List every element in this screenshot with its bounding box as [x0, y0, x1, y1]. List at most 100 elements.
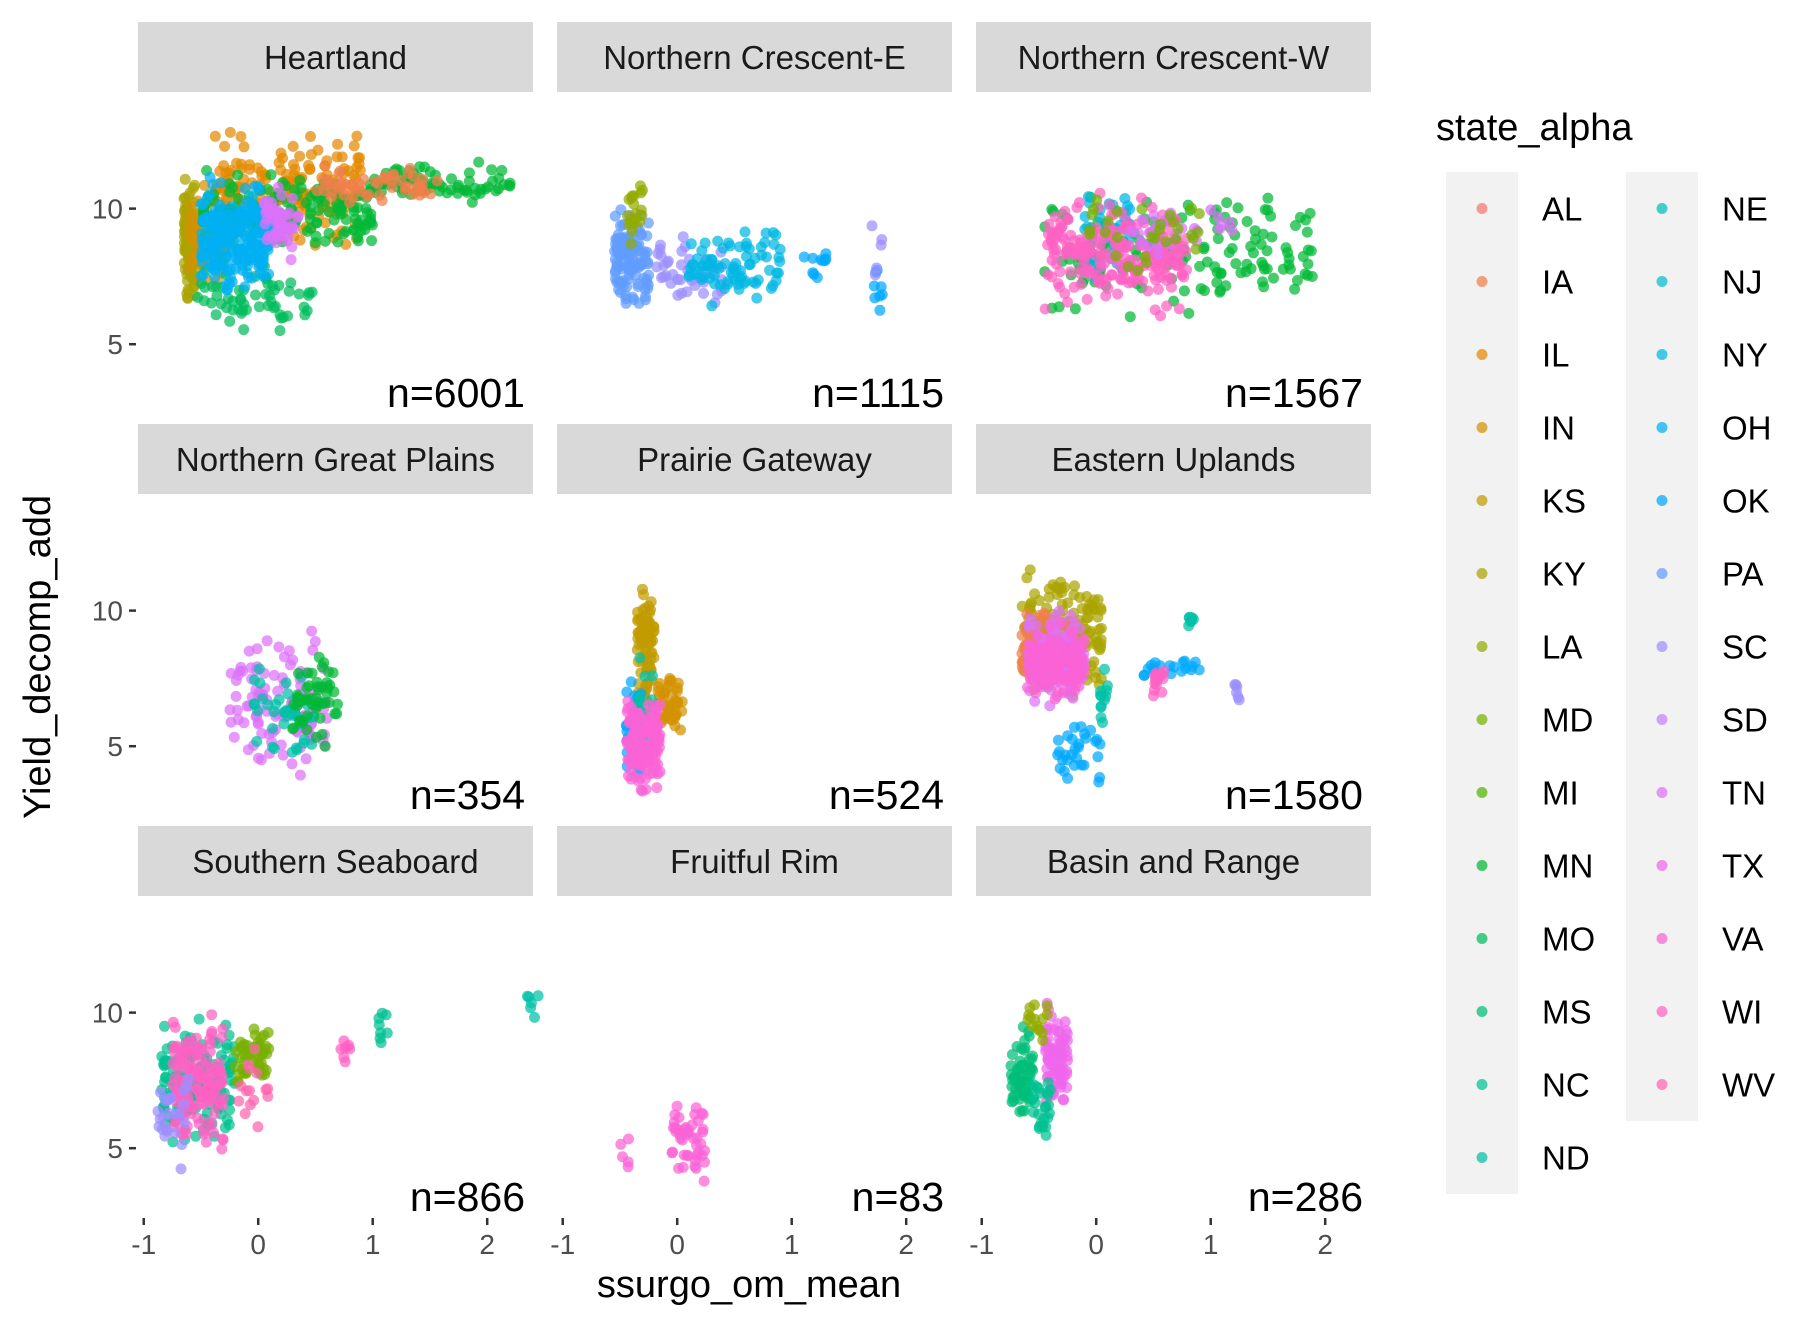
y-tick-label: 5 [107, 731, 123, 762]
scatter-point [294, 175, 306, 186]
scatter-point [224, 126, 236, 138]
scatter-point [346, 180, 358, 192]
scatter-point [632, 278, 644, 290]
scatter-point [734, 265, 746, 277]
scatter-point [1265, 210, 1277, 222]
scatter-point [1249, 225, 1261, 237]
scatter-point [1078, 759, 1090, 771]
scatter-point [1054, 1051, 1066, 1063]
facet-panel: Northern Crescent-W n=1567 [976, 22, 1371, 416]
scatter-point [1055, 617, 1067, 629]
scatter-point [1033, 1108, 1044, 1120]
scatter-point [1102, 283, 1114, 295]
scatter-point [207, 179, 219, 191]
scatter-point [638, 589, 649, 601]
facet-panel: Prairie Gateway n=524 [557, 424, 952, 818]
scatter-point [798, 251, 810, 263]
scatter-point [282, 209, 294, 221]
scatter-point [686, 259, 698, 271]
scatter-point [1023, 619, 1035, 631]
scatter-points [1039, 187, 1318, 323]
scatter-point [278, 706, 290, 718]
scatter-point [259, 218, 271, 230]
scatter-point [285, 277, 297, 289]
scatter-point [639, 255, 651, 267]
scatter-point [1153, 224, 1165, 236]
scatter-point [774, 243, 786, 255]
legend-label: NJ [1722, 264, 1762, 301]
x-axis-title: ssurgo_om_mean [597, 1264, 901, 1306]
scatter-point [214, 165, 226, 177]
scatter-point [268, 743, 280, 755]
facet-panel: Fruitful Rim n=83 -1 0 1 2 [550, 826, 952, 1260]
scatter-point [1095, 622, 1107, 634]
scatter-point [286, 241, 298, 253]
scatter-point [226, 200, 238, 212]
scatter-point [671, 1100, 683, 1112]
scatter-point [639, 291, 651, 303]
scatter-point [503, 179, 515, 191]
facet-strip-label: Southern Seaboard [192, 843, 478, 880]
scatter-point [625, 238, 637, 250]
facet-strip-label: Fruitful Rim [670, 843, 839, 880]
scatter-point [206, 1026, 218, 1037]
scatter-point [333, 205, 345, 217]
legend-item: AL [1476, 191, 1582, 228]
scatter-point [1059, 749, 1071, 761]
legend-key [1476, 568, 1488, 579]
scatter-point [868, 280, 880, 292]
scatter-point [210, 309, 222, 321]
legend-item: VA [1656, 921, 1764, 958]
scatter-point [352, 152, 364, 164]
scatter-point [676, 245, 688, 257]
scatter-point [261, 1048, 273, 1060]
scatter-point [154, 1113, 166, 1125]
y-tick-label: 5 [107, 1133, 123, 1164]
scatter-point [332, 698, 343, 710]
scatter-point [1289, 283, 1301, 295]
scatter-point [232, 169, 244, 181]
scatter-point [267, 723, 278, 734]
scatter-point [238, 250, 250, 262]
legend-item: OH [1656, 410, 1772, 447]
scatter-point [770, 275, 782, 287]
legend-title: state_alpha [1436, 107, 1633, 149]
scatter-point [698, 287, 709, 299]
legend-label: MI [1542, 775, 1579, 812]
scatter-point [332, 138, 344, 150]
legend-label: PA [1722, 556, 1764, 593]
scatter-point [1061, 1028, 1073, 1040]
scatter-point [292, 691, 304, 703]
legend-key [1476, 1006, 1488, 1017]
scatter-point [1106, 269, 1118, 281]
scatter-point [351, 130, 363, 142]
scatter-point [209, 1108, 221, 1120]
scatter-point [1026, 1063, 1038, 1074]
scatter-point [402, 167, 414, 179]
scatter-point [1058, 1094, 1069, 1106]
scatter-point [242, 744, 254, 756]
scatter-point [1122, 261, 1134, 273]
scatter-point [1152, 283, 1164, 295]
scatter-point [319, 235, 331, 247]
scatter-point [1124, 311, 1136, 323]
legend-item: IN [1476, 410, 1575, 447]
scatter-point [299, 309, 311, 321]
legend-key [1656, 422, 1668, 433]
scatter-point [1142, 285, 1154, 297]
scatter-point [625, 676, 637, 688]
scatter-point [522, 990, 533, 1002]
sample-count-label: n=866 [410, 1174, 525, 1220]
scatter-point [258, 270, 269, 282]
scatter-point [1079, 728, 1091, 740]
scatter-point [1128, 274, 1140, 286]
scatter-point [294, 769, 306, 781]
scatter-point [249, 674, 260, 686]
scatter-point [1240, 266, 1252, 278]
scatter-point [671, 696, 683, 708]
scatter-point [178, 1046, 190, 1058]
scatter-point [1015, 1061, 1027, 1073]
scatter-point [1041, 1000, 1053, 1012]
scatter-point [1290, 220, 1301, 231]
scatter-point [270, 698, 282, 710]
